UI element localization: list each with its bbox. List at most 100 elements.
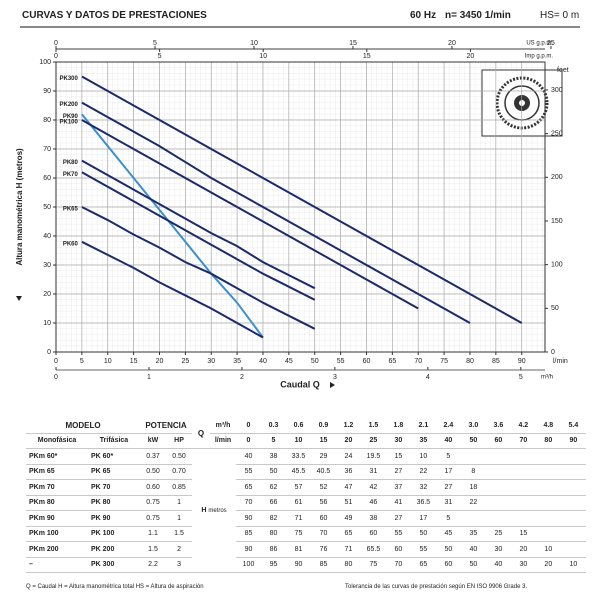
table-cell: – <box>26 557 88 573</box>
table-cell: 1.1 <box>140 526 167 542</box>
secondary-axis-title: US g.p.m. <box>526 41 553 47</box>
frequency: 60 Hz <box>410 10 437 21</box>
table-cell: PK 100 <box>88 526 141 542</box>
table-cell <box>560 495 586 511</box>
table-cell: 1.8 <box>385 418 411 434</box>
secondary-tick-label: 0 <box>54 40 58 47</box>
table-cell: 80 <box>335 557 361 573</box>
curve-label: PK200 <box>60 102 79 108</box>
curve <box>81 171 316 301</box>
secondary-tick-label: 1 <box>147 374 151 381</box>
x-tick-label: 90 <box>518 358 526 365</box>
table-cell: PKm 80 <box>26 495 88 511</box>
table-cell: 0.6 <box>285 418 311 434</box>
table-cell: 27 <box>385 464 411 480</box>
table-row: – PK 300 2.2 3 100 95 90 85 80 75 70 65 60 50 40 30 20 10 <box>26 557 586 573</box>
table-cell: 29 <box>310 448 336 465</box>
table-cell: 0 <box>236 433 261 449</box>
table-cell: 30 <box>485 541 511 558</box>
table-cell <box>460 510 486 527</box>
secondary-tick-label: 20 <box>448 40 456 47</box>
table-cell: 0.9 <box>310 418 336 434</box>
secondary-tick-label: 0 <box>54 374 58 381</box>
curve-label: PK60 <box>63 241 79 247</box>
table-row: PKm 100 PK 100 1.1 1.5 85 80 75 70 65 60 55 50 45 35 2… <box>26 526 586 542</box>
table-cell: 35 <box>460 526 486 542</box>
table-cell: 27 <box>385 510 411 527</box>
table-cell <box>560 464 586 480</box>
table-cell: 20 <box>510 541 536 558</box>
y2-tick-label: 300 <box>551 87 563 94</box>
table-cell: 4.2 <box>510 418 536 434</box>
table-cell: 27 <box>435 479 461 496</box>
curve <box>81 101 471 324</box>
table-cell: 31 <box>435 495 461 511</box>
x-tick-label: 45 <box>285 358 293 365</box>
x-tick-label: 20 <box>156 358 164 365</box>
x-tick-label: 35 <box>233 358 241 365</box>
table-cell: 90 <box>236 541 261 558</box>
table-cell: MODELO <box>26 418 141 434</box>
curve-label: PK300 <box>60 76 79 82</box>
x-tick-label: 40 <box>259 358 267 365</box>
table-cell: 2.1 <box>410 418 436 434</box>
y-tick-label: 0 <box>47 349 51 356</box>
table-cell: 66 <box>261 495 286 511</box>
table-cell <box>535 479 561 496</box>
table-cell: 80 <box>535 433 561 449</box>
table-cell: 71 <box>335 541 361 558</box>
curve-label: PK100 <box>60 120 79 126</box>
table-cell: 46 <box>360 495 386 511</box>
table-cell: 50 <box>261 464 286 480</box>
y-axis-title: Altura manométrica H (metros) <box>15 148 24 266</box>
table-cell: 60 <box>385 541 411 558</box>
table-cell: 60 <box>360 526 386 542</box>
table-cell <box>510 495 536 511</box>
table-cell: 0 <box>236 418 261 434</box>
y2-tick-label: 100 <box>551 261 563 268</box>
table-cell <box>560 526 586 542</box>
table-cell: 0.60 <box>140 479 167 496</box>
table-cell: PK 60* <box>88 448 141 465</box>
table-row: PKm 90 PK 90 0.75 1 90 82 71 60 49 38 27 17 5 <box>26 510 586 527</box>
table-cell: 60 <box>435 557 461 573</box>
table-cell: 80 <box>261 526 286 542</box>
table-cell <box>560 448 586 465</box>
secondary-tick-label: 5 <box>153 40 157 47</box>
table-cell: 40.5 <box>310 464 336 480</box>
table-cell: PKm 65 <box>26 464 88 480</box>
table-cell: 40 <box>435 433 461 449</box>
table-cell: PK 70 <box>88 479 141 496</box>
curve-label: PK70 <box>63 172 79 178</box>
table-cell: 51 <box>335 495 361 511</box>
secondary-tick-label: 5 <box>158 53 162 60</box>
h-label: H <box>201 507 207 514</box>
x-tick-label: 10 <box>104 358 112 365</box>
x-tick-label: 80 <box>466 358 474 365</box>
table-cell: l/min <box>210 433 237 449</box>
table-cell: Monofásica <box>26 433 88 449</box>
table-cell <box>510 479 536 496</box>
table-cell: 37 <box>385 479 411 496</box>
y2-tick-label: 50 <box>551 305 559 312</box>
table-cell: 22 <box>410 464 436 480</box>
table-cell: 35 <box>410 433 436 449</box>
h-unit: metros <box>208 508 227 514</box>
table-cell: 36 <box>335 464 361 480</box>
table-cell: 57 <box>285 479 311 496</box>
table-cell: 0.70 <box>166 464 193 480</box>
table-cell: 31 <box>360 464 386 480</box>
y-tick-label: 20 <box>43 291 51 298</box>
chart: Caudal Q Altura manométrica H (metros) 0… <box>15 40 569 390</box>
table-cell <box>485 510 511 527</box>
x-tick-label: 55 <box>337 358 345 365</box>
table-cell: 32 <box>410 479 436 496</box>
table-cell: 30 <box>385 433 411 449</box>
table-cell: 42 <box>360 479 386 496</box>
table-cell <box>535 495 561 511</box>
table-cell: 65 <box>236 479 261 496</box>
table-cell: 45 <box>435 526 461 542</box>
secondary-tick-label: 10 <box>259 53 267 60</box>
table-cell: 40 <box>485 557 511 573</box>
